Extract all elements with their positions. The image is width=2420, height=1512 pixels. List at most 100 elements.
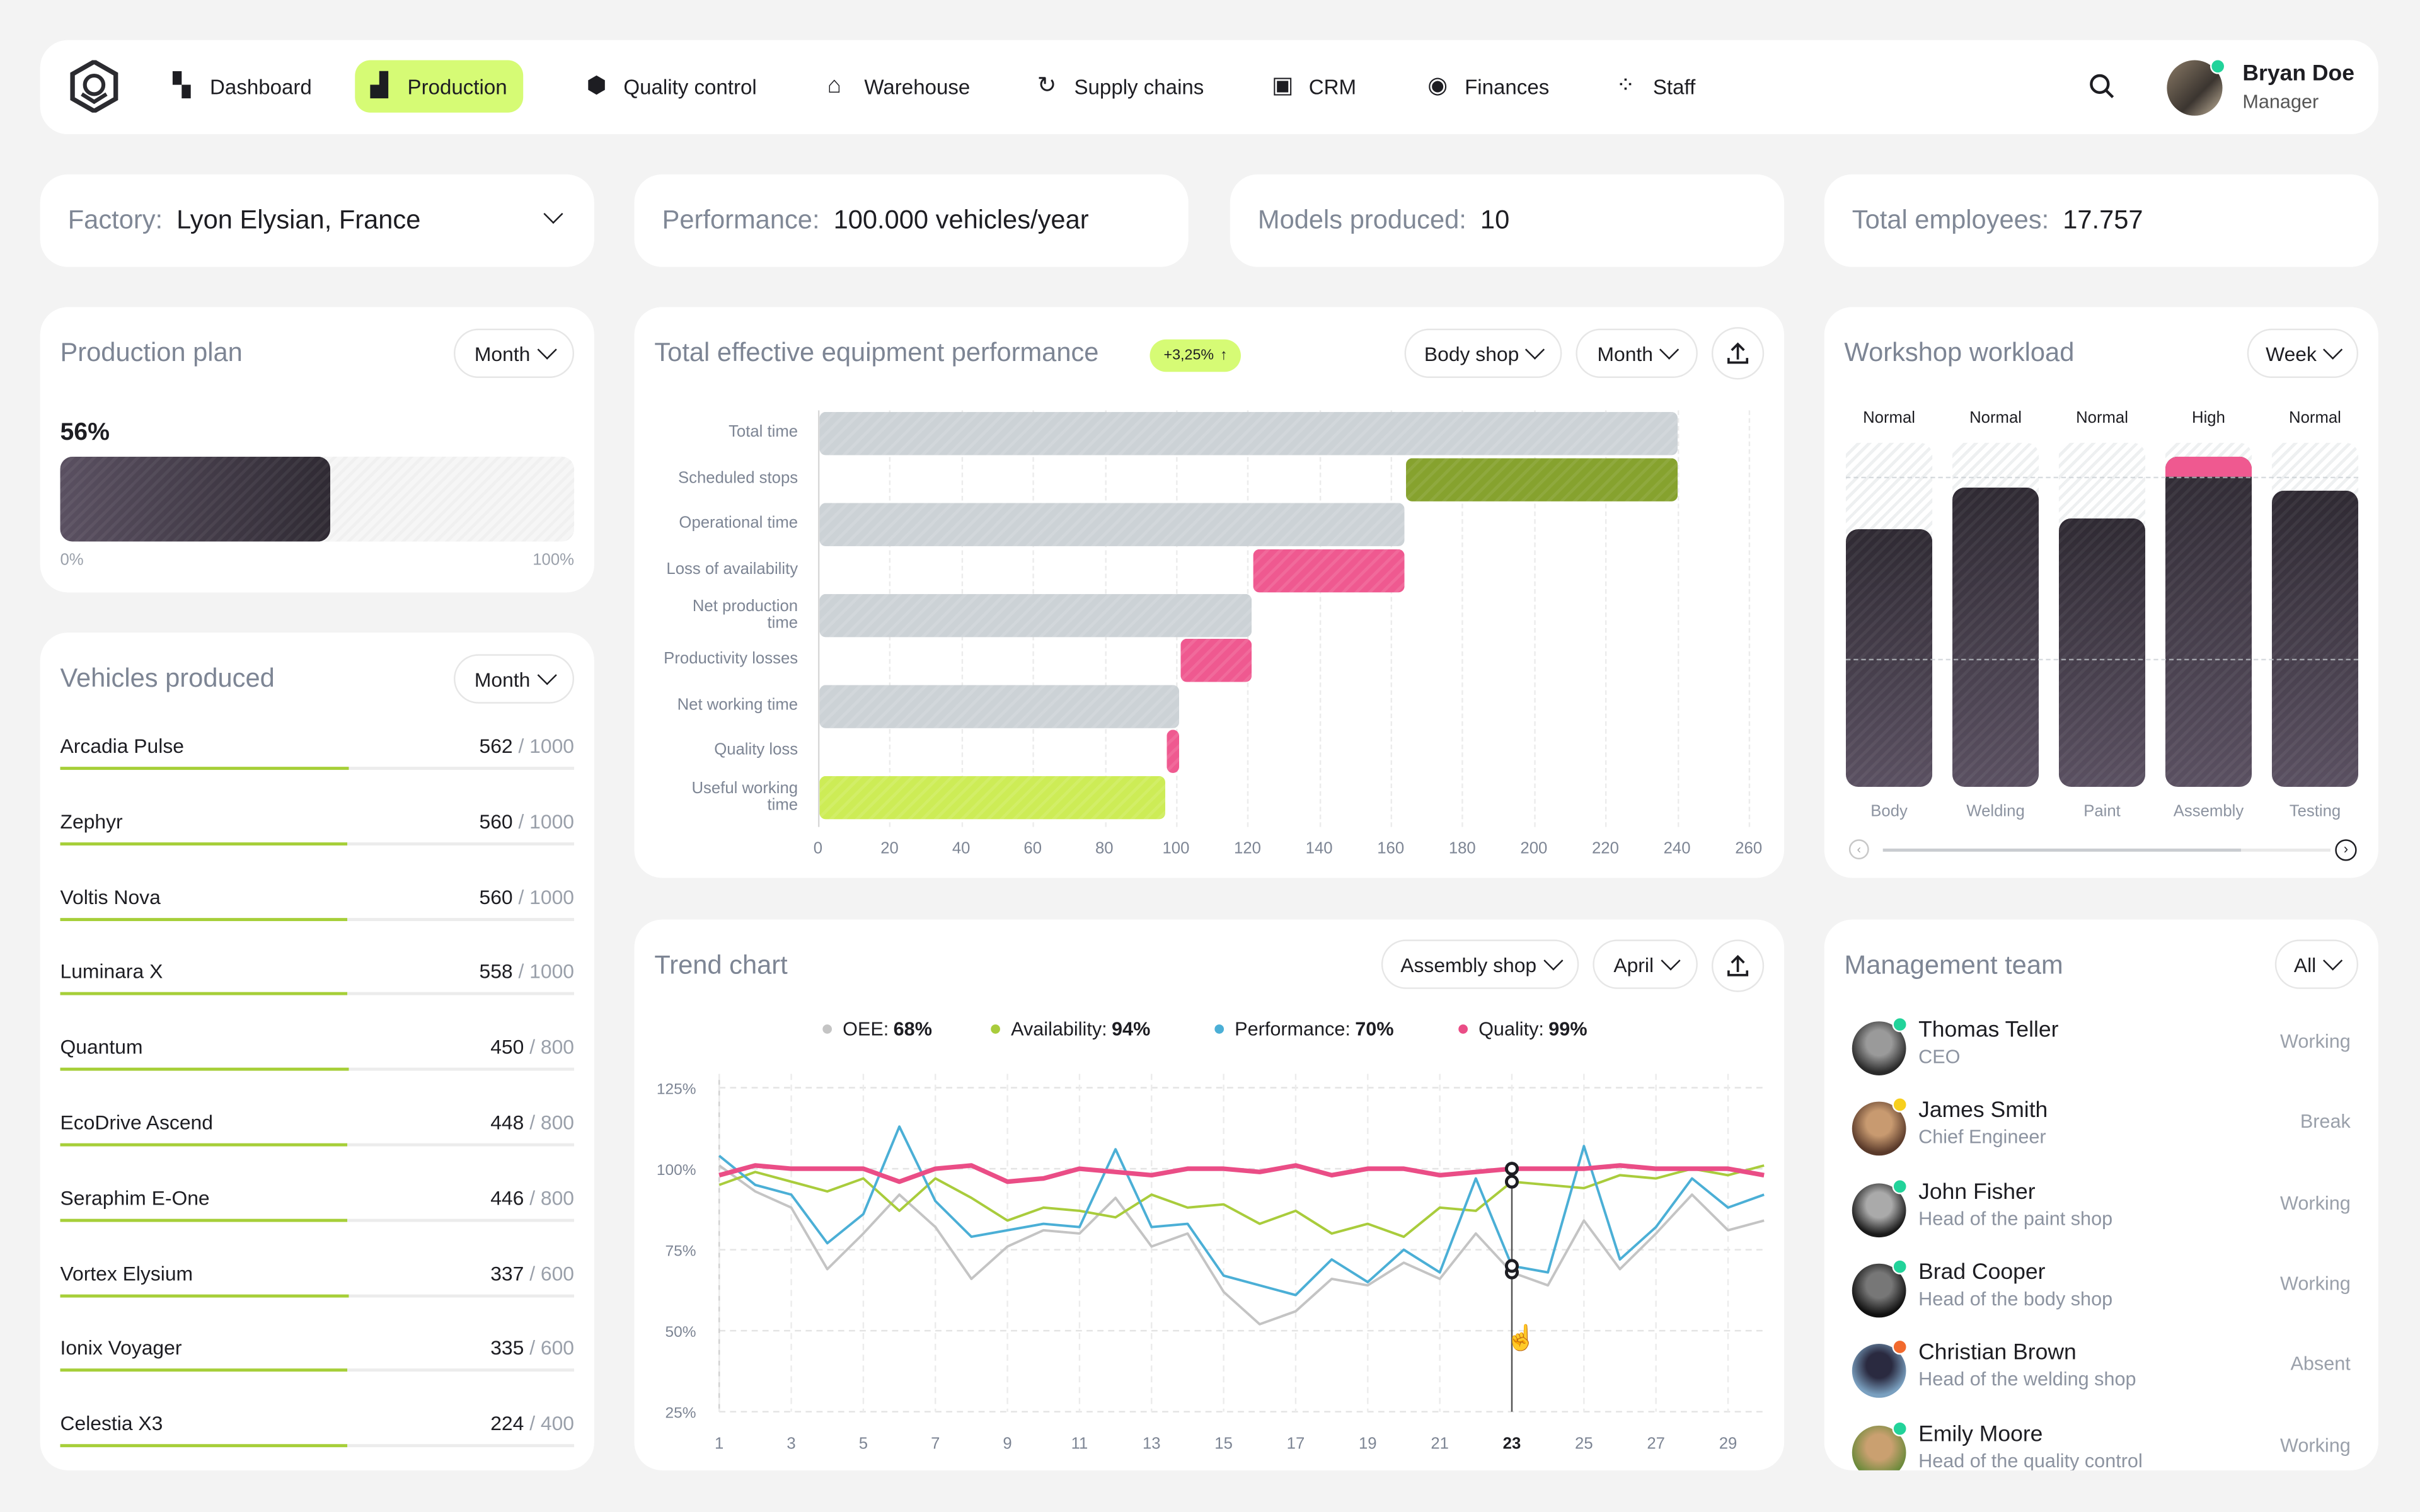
nav-item-staff[interactable]: ⁘ Staff [1601,60,1711,113]
export-button[interactable] [1711,939,1765,992]
legend-value: 70% [1355,1018,1394,1040]
x-tick-label: 9 [1003,1435,1011,1453]
progress-track [60,992,575,996]
trend-chart-card: Trend chart Assembly shop April OEE: 68%… [634,919,1785,1470]
period-dropdown[interactable]: Month [454,654,575,704]
workload-bar-paint[interactable] [2058,518,2146,787]
bar-useful-working-time[interactable] [819,776,1165,820]
bar-net-production-time[interactable] [819,593,1252,638]
nav-item-supply-chains[interactable]: ↻ Supply chains [1022,60,1219,113]
workload-bar-body[interactable] [1845,529,1933,787]
scrollbar-thumb[interactable] [1882,848,2241,852]
nav-item-warehouse[interactable]: ⌂ Warehouse [812,60,986,113]
list-item: Seraphim E-One 446 / 800 [60,1186,575,1248]
target-value: / 600 [529,1261,575,1285]
factory-icon: ▟ [370,72,389,99]
plan-progress-fill [60,456,331,542]
card-title: Total effective equipment performance [654,338,1099,367]
list-item: Luminara X 558 / 1000 [60,960,575,1022]
progress-fill [60,1218,347,1222]
member-status: Absent [2290,1353,2351,1375]
grid-line [1748,410,1751,827]
nav-item-label: Warehouse [864,74,971,98]
filter-dropdown[interactable]: All [2274,939,2359,989]
legend-item-performance[interactable]: Performance: 70% [1214,1018,1394,1040]
export-button[interactable] [1711,327,1765,380]
progress-fill [60,842,349,845]
category-label: Net production time [643,598,798,631]
vehicle-count: 450 / 800 [490,1036,574,1059]
produced-value: 448 [490,1111,530,1135]
nav-item-crm[interactable]: ▣ CRM [1256,60,1371,113]
max-label: 100% [533,551,575,570]
member-status: Working [2280,1273,2351,1295]
produced-value: 450 [490,1035,530,1059]
vehicle-name: EcoDrive Ascend [60,1111,213,1135]
employees-value: 17.757 [2063,205,2143,235]
staff-icon: ⁘ [1616,72,1635,99]
nav-item-dashboard[interactable]: ▚ Dashboard [158,60,328,113]
status-dot [1892,1097,1908,1113]
legend-dot [991,1024,1000,1034]
scroll-right-button[interactable]: › [2335,839,2357,861]
target-value: / 800 [529,1111,575,1135]
x-tick-label: 0 [813,839,823,858]
shop-dropdown[interactable]: Assembly shop [1381,939,1579,989]
bar-scheduled-stops[interactable] [1406,458,1678,501]
grid-line [817,410,820,827]
factory-value: Lyon Elysian, France [176,205,421,235]
legend-item-availability[interactable]: Availability: 94% [991,1018,1150,1040]
period-value: Month [1597,341,1654,365]
reference-line [1845,658,2359,661]
x-tick-label: 21 [1431,1435,1449,1453]
nav-item-finances[interactable]: ◉ Finances [1412,60,1565,113]
trend-line-chart[interactable]: 25%50%75%100%125%1 3 5 7 9 11 13 15 17 19 21 23 25 27… [635,920,1784,1470]
upload-icon [1727,954,1749,976]
legend-item-oee[interactable]: OEE: 68% [822,1018,932,1040]
workload-bar-assembly[interactable] [2165,456,2252,787]
logo-icon[interactable] [68,60,120,113]
shop-name: Testing [2289,802,2341,821]
legend-value: 99% [1548,1018,1587,1040]
plan-percent: 56% [60,420,110,446]
nav-item-quality-control[interactable]: ⬢ Quality control [571,60,772,113]
nav-item-production[interactable]: ▟ Production [355,60,523,113]
shop-dropdown[interactable]: Body shop [1404,328,1562,379]
period-dropdown[interactable]: Week [2247,328,2359,379]
bar-quality-loss[interactable] [1167,730,1180,773]
team-member[interactable]: Emily Moore Head of the quality control Wo… [1852,1420,2361,1470]
legend-item-quality[interactable]: Quality: 99% [1458,1018,1587,1040]
factory-select[interactable]: Factory: Lyon Elysian, France [40,174,594,267]
user-name[interactable]: Bryan Doe [2242,61,2354,87]
team-member[interactable]: Thomas Teller CEO Working [1852,1016,2361,1086]
period-dropdown[interactable]: Month [454,328,575,379]
vehicle-name: Vortex Elysium [60,1261,193,1285]
bar-loss-of-availability[interactable] [1252,549,1405,593]
bar-net-working-time[interactable] [819,685,1180,728]
x-tick-label: 5 [859,1435,868,1453]
hover-marker [1504,1162,1519,1176]
scroll-left-button[interactable]: ‹ [1848,839,1869,860]
workload-bar-testing[interactable] [2271,491,2359,787]
team-member[interactable]: James Smith Chief Engineer Break [1852,1097,2361,1167]
team-member[interactable]: John Fisher Head of the paint shop Working [1852,1178,2361,1247]
workshop-workload-card: Workshop workload Week Normal Body Normal W… [1824,307,2378,878]
bar-productivity-losses[interactable] [1181,638,1252,682]
workload-bar-welding[interactable] [1952,487,2039,787]
list-item: Ionix Voyager 335 / 600 [60,1337,575,1399]
horizontal-scrollbar[interactable] [1882,848,2331,852]
x-tick-label: 240 [1663,839,1691,858]
search-icon[interactable] [2087,71,2118,102]
vehicle-name: Ionix Voyager [60,1336,182,1360]
period-dropdown[interactable]: Month [1576,328,1698,379]
bar-operational-time[interactable] [819,503,1405,546]
team-member[interactable]: Christian Brown Head of the welding shop A… [1852,1339,2361,1409]
period-value: Month [474,667,531,690]
bar-total-time[interactable] [819,411,1678,455]
x-tick-label: 180 [1448,839,1476,858]
month-dropdown[interactable]: April [1593,939,1698,989]
team-member[interactable]: Brad Cooper Head of the body shop Working [1852,1259,2361,1329]
legend-label: Quality: [1478,1018,1544,1040]
x-tick-label: 80 [1095,839,1114,858]
